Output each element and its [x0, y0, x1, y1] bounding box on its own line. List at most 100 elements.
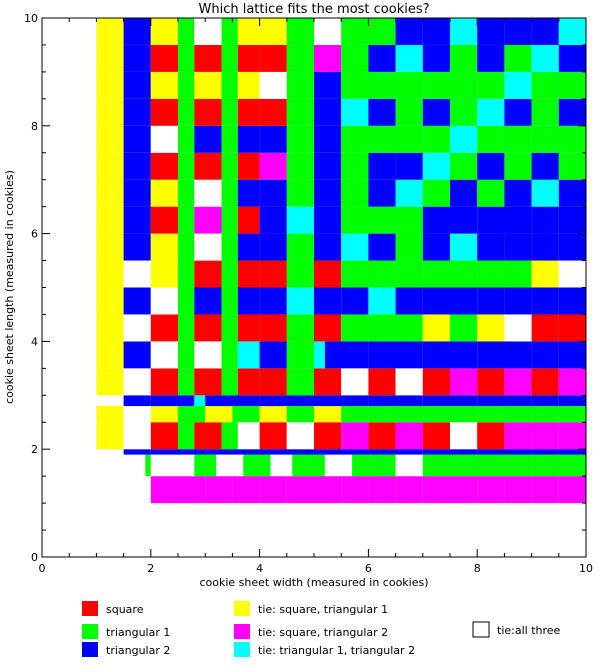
heatmap-cell — [123, 287, 151, 315]
heatmap-cell — [368, 449, 423, 455]
heatmap-cell — [96, 125, 124, 153]
legend-item-y: tie: square, triangular 1 — [234, 601, 388, 616]
heatmap-cell — [286, 260, 314, 288]
heatmap-cell — [450, 406, 478, 423]
heatmap-cell — [123, 44, 151, 72]
heatmap-cell — [531, 476, 559, 504]
heatmap-cell — [531, 395, 559, 407]
heatmap-cells — [96, 18, 586, 504]
heatmap-cell — [531, 179, 559, 207]
heatmap-cell — [422, 233, 450, 261]
heatmap-cell — [205, 406, 233, 423]
heatmap-cell — [221, 98, 238, 126]
heatmap-cell — [558, 341, 586, 369]
heatmap-cell — [96, 260, 124, 288]
heatmap-cell — [178, 260, 195, 288]
legend-swatch — [234, 642, 250, 657]
heatmap-cell — [422, 98, 450, 126]
heatmap-cell — [531, 71, 559, 99]
legend-swatch — [234, 624, 250, 639]
heatmap-cell — [450, 368, 478, 396]
heatmap-cell — [314, 18, 342, 45]
legend-label: tie: square, triangular 1 — [258, 603, 388, 616]
heatmap-cell — [178, 368, 195, 396]
heatmap-cell — [123, 152, 151, 180]
heatmap-cell — [531, 44, 559, 72]
heatmap-cell — [150, 449, 206, 455]
x-tick-label: 8 — [474, 562, 481, 575]
heatmap-cell — [395, 454, 423, 477]
legend-item-m: tie: square, triangular 2 — [234, 624, 388, 639]
heatmap-cell — [314, 260, 342, 288]
heatmap-cell — [477, 287, 505, 315]
legend-item-t1: triangular 1 — [82, 624, 170, 639]
heatmap-cell — [477, 476, 505, 504]
heatmap-cell — [477, 260, 505, 288]
heatmap-cell — [259, 44, 287, 72]
heatmap-cell — [178, 454, 195, 477]
heatmap-cell — [123, 233, 151, 261]
heatmap-cell — [237, 368, 260, 396]
heatmap-cell — [477, 71, 505, 99]
heatmap-cell — [477, 152, 505, 180]
heatmap-cell — [504, 98, 532, 126]
heatmap-cell — [232, 476, 260, 504]
heatmap-cell — [314, 71, 342, 99]
heatmap-cell — [96, 422, 124, 450]
heatmap-cell — [450, 125, 478, 153]
heatmap-cell — [314, 368, 342, 396]
heatmap-cell — [368, 233, 396, 261]
heatmap-cell — [150, 454, 178, 477]
heatmap-cell — [504, 18, 532, 45]
heatmap-cell — [123, 422, 151, 450]
heatmap-cell — [237, 422, 260, 450]
heatmap-cell — [395, 18, 423, 45]
heatmap-cell — [341, 233, 369, 261]
heatmap-cell — [259, 233, 287, 261]
x-tick-label: 2 — [147, 562, 154, 575]
y-tick-label: 2 — [31, 443, 38, 456]
heatmap-cell — [178, 152, 195, 180]
heatmap-cell — [504, 406, 532, 423]
heatmap-cell — [259, 341, 287, 369]
heatmap-cell — [341, 179, 369, 207]
heatmap-cell — [324, 341, 369, 369]
heatmap-cell — [531, 125, 559, 153]
chart-title: Which lattice fits the most cookies? — [198, 2, 429, 17]
heatmap-cell — [341, 314, 369, 342]
heatmap-cell — [96, 233, 124, 261]
heatmap-cell — [237, 125, 260, 153]
heatmap-cell — [395, 260, 423, 288]
heatmap-cell — [422, 368, 450, 396]
heatmap-cell — [150, 152, 178, 180]
heatmap-cell — [150, 98, 178, 126]
heatmap-cell — [395, 98, 423, 126]
heatmap-cell — [352, 454, 380, 477]
heatmap-cell — [194, 233, 222, 261]
legend-item-w: tie:all three — [472, 621, 561, 638]
y-tick-label: 4 — [31, 335, 38, 348]
heatmap-cell — [314, 395, 369, 407]
heatmap-cell — [96, 314, 124, 342]
heatmap-cell — [178, 406, 206, 423]
heatmap-cell — [341, 152, 369, 180]
heatmap-cell — [123, 98, 151, 126]
heatmap-cell — [237, 233, 260, 261]
heatmap-cell — [123, 314, 151, 342]
heatmap-cell — [286, 233, 314, 261]
heatmap-cell — [237, 98, 260, 126]
heatmap-cell — [368, 71, 396, 99]
heatmap-cell — [178, 476, 206, 504]
heatmap-cell — [314, 233, 342, 261]
heatmap-cell — [531, 314, 559, 342]
heatmap-cell — [221, 179, 238, 207]
heatmap-cell — [422, 260, 450, 288]
legend-label: square — [106, 603, 144, 616]
heatmap-cell — [504, 287, 532, 315]
heatmap-cell — [422, 422, 450, 450]
legend-label: tie: triangular 1, triangular 2 — [258, 644, 415, 657]
heatmap-cell — [450, 98, 478, 126]
heatmap-cell — [237, 18, 260, 45]
legend-swatch — [82, 601, 98, 616]
heatmap-cell — [237, 44, 260, 72]
